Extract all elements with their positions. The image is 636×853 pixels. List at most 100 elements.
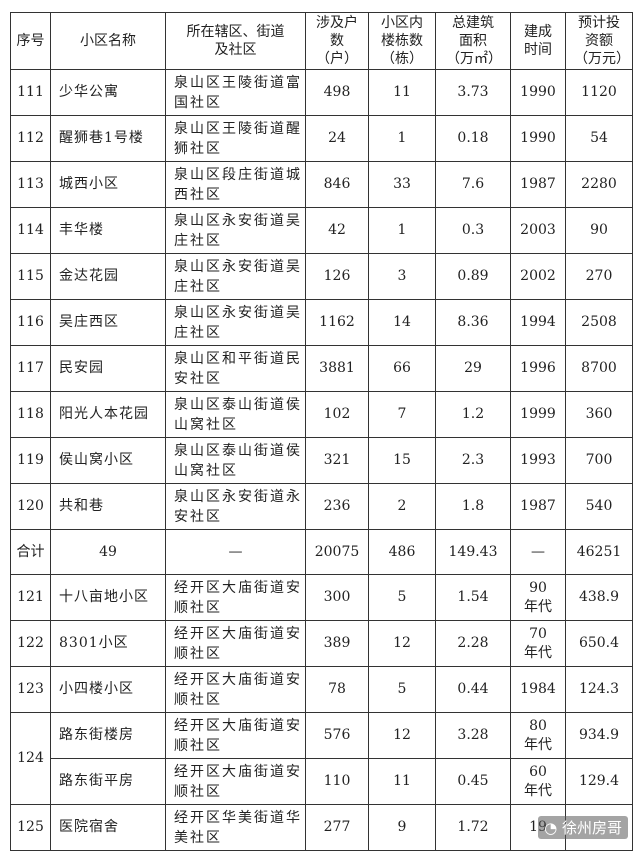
table-row: 115 金达花园 泉山区永安街道吴庄社区 126 3 0.89 2002 270 <box>10 253 633 300</box>
cell-address: 泉山区泰山街道侯山窝社区 <box>165 391 306 438</box>
header-investment: 预计投资额（万元） <box>565 12 633 70</box>
cell-name: 侯山窝小区 <box>50 437 166 484</box>
cell-buildings: 9 <box>368 804 436 851</box>
cell-households: 300 <box>305 574 369 621</box>
cell-investment: 360 <box>565 391 633 438</box>
cell-name-text: 小四楼小区 <box>59 681 134 697</box>
watermark-logo: ◔ 徐州房哥 <box>538 816 628 839</box>
cell-name-text: 阳光人本花园 <box>59 406 149 422</box>
cell-no-text: 111 <box>17 84 44 100</box>
cell-no: 118 <box>10 391 51 438</box>
cell-households-text: 110 <box>323 773 351 789</box>
cell-no: 114 <box>10 207 51 254</box>
cell-area-text: 7.6 <box>461 176 485 192</box>
cell-no: 122 <box>10 620 51 667</box>
cell-name-text: 丰华楼 <box>59 222 104 238</box>
cell-name-text: 金达花园 <box>59 268 119 284</box>
table-row: 112 醒狮巷1号楼 泉山区王陵街道醒狮社区 24 1 0.18 1990 54 <box>10 115 633 162</box>
header-no: 序号 <box>10 12 51 70</box>
cell-area: 0.89 <box>435 253 511 300</box>
cell-name: 十八亩地小区 <box>50 574 166 621</box>
cell-name: 阳光人本花园 <box>50 391 166 438</box>
cell-buildings-text: 486 <box>388 543 416 560</box>
cell-investment-text: 650.4 <box>578 635 620 651</box>
cell-built: 1994 <box>510 299 566 346</box>
cell-buildings: 11 <box>368 69 436 116</box>
cell-area-text: 2.3 <box>461 452 485 468</box>
cell-no-text: 122 <box>17 635 44 651</box>
cell-built: 1999 <box>510 391 566 438</box>
cell-address: 经开区大庙街道安顺社区 <box>165 620 306 667</box>
cell-investment-text: 8700 <box>581 360 617 376</box>
table-row: 113 城西小区 泉山区段庄街道城西社区 846 33 7.6 1987 2280 <box>10 161 633 208</box>
cell-name-text: 路东街楼房 <box>59 727 134 743</box>
cell-no-text: 124 <box>17 750 44 766</box>
cell-buildings: 486 <box>368 529 436 575</box>
header-name: 小区名称 <box>50 12 166 70</box>
cell-households-text: 126 <box>323 268 351 284</box>
cell-no-text: 123 <box>17 681 44 697</box>
cell-name: 共和巷 <box>50 483 166 530</box>
cell-built: 70 年代 <box>510 620 566 667</box>
cell-no: 121 <box>10 574 51 621</box>
cell-area: 1.8 <box>435 483 511 530</box>
cell-area-text: 0.44 <box>457 681 489 697</box>
cell-built-text: 1994 <box>520 314 556 330</box>
cell-name-text: 少华公寓 <box>59 84 119 100</box>
cell-name-text: 8301小区 <box>59 635 129 651</box>
cell-built-text: 1984 <box>520 681 556 697</box>
cell-built-suffix: 年代 <box>524 736 552 753</box>
cell-area-text: 1.72 <box>457 819 489 835</box>
cell-built: 90 年代 <box>510 574 566 621</box>
cell-households-text: 78 <box>328 681 346 697</box>
cell-name: 路东街楼房 <box>50 712 166 759</box>
cell-built-text: 1990 <box>520 130 556 146</box>
cell-built-text: 70 <box>529 625 547 642</box>
cell-buildings-text: 5 <box>397 681 407 697</box>
cell-built: 1990 <box>510 115 566 162</box>
header-row: 序号 小区名称 所在辖区、街道及社区 涉及户数（户） 小区内楼栋数（栋） 总建筑… <box>10 12 633 70</box>
cell-name-text: 路东街平房 <box>59 773 134 789</box>
cell-no-text: 114 <box>17 222 44 238</box>
header-buildings: 小区内楼栋数（栋） <box>368 12 436 70</box>
cell-address: 泉山区泰山街道侯山窝社区 <box>165 437 306 484</box>
cell-buildings-text: 12 <box>393 635 411 651</box>
cell-address: 泉山区段庄街道城西社区 <box>165 161 306 208</box>
cell-name: 49 <box>50 529 166 575</box>
cell-investment: 54 <box>565 115 633 162</box>
cell-built-text: 1996 <box>520 360 556 376</box>
cell-households-text: 846 <box>323 176 351 192</box>
cell-built-text: 60 <box>529 763 547 780</box>
cell-investment: 540 <box>565 483 633 530</box>
cell-buildings-text: 11 <box>393 773 411 789</box>
cell-built-text: 1990 <box>520 84 556 100</box>
cell-built: 1987 <box>510 161 566 208</box>
cell-area: 1.2 <box>435 391 511 438</box>
cell-buildings: 11 <box>368 758 436 805</box>
cell-buildings-text: 9 <box>397 819 407 835</box>
cell-built-text: 2002 <box>520 268 556 284</box>
cell-households-text: 3881 <box>319 360 355 376</box>
cell-households-text: 42 <box>328 222 346 238</box>
cell-investment: 2280 <box>565 161 633 208</box>
cell-name: 少华公寓 <box>50 69 166 116</box>
cell-investment: 438.9 <box>565 574 633 621</box>
cell-name: 医院宿舍 <box>50 804 166 851</box>
cell-investment: 1120 <box>565 69 633 116</box>
cell-address-text: 泉山区泰山街道侯山窝社区 <box>174 396 302 433</box>
cell-name-text: 49 <box>99 543 117 560</box>
table-row: 117 民安园 泉山区和平街道民安社区 3881 66 29 1996 8700 <box>10 345 633 392</box>
cell-name: 8301小区 <box>50 620 166 667</box>
cell-area: 1.72 <box>435 804 511 851</box>
cell-name-text: 城西小区 <box>59 176 119 192</box>
cell-area: 8.36 <box>435 299 511 346</box>
cell-area: 0.18 <box>435 115 511 162</box>
cell-address: — <box>165 529 306 575</box>
cell-no: 120 <box>10 483 51 530</box>
cell-buildings: 1 <box>368 115 436 162</box>
cell-households: 20075 <box>305 529 369 575</box>
cell-area-text: 8.36 <box>457 314 489 330</box>
table-row: 122 8301小区 经开区大庙街道安顺社区 389 12 2.28 70 年代 650.4 <box>10 620 633 667</box>
cell-households-text: 576 <box>323 727 351 743</box>
cell-name: 醒狮巷1号楼 <box>50 115 166 162</box>
